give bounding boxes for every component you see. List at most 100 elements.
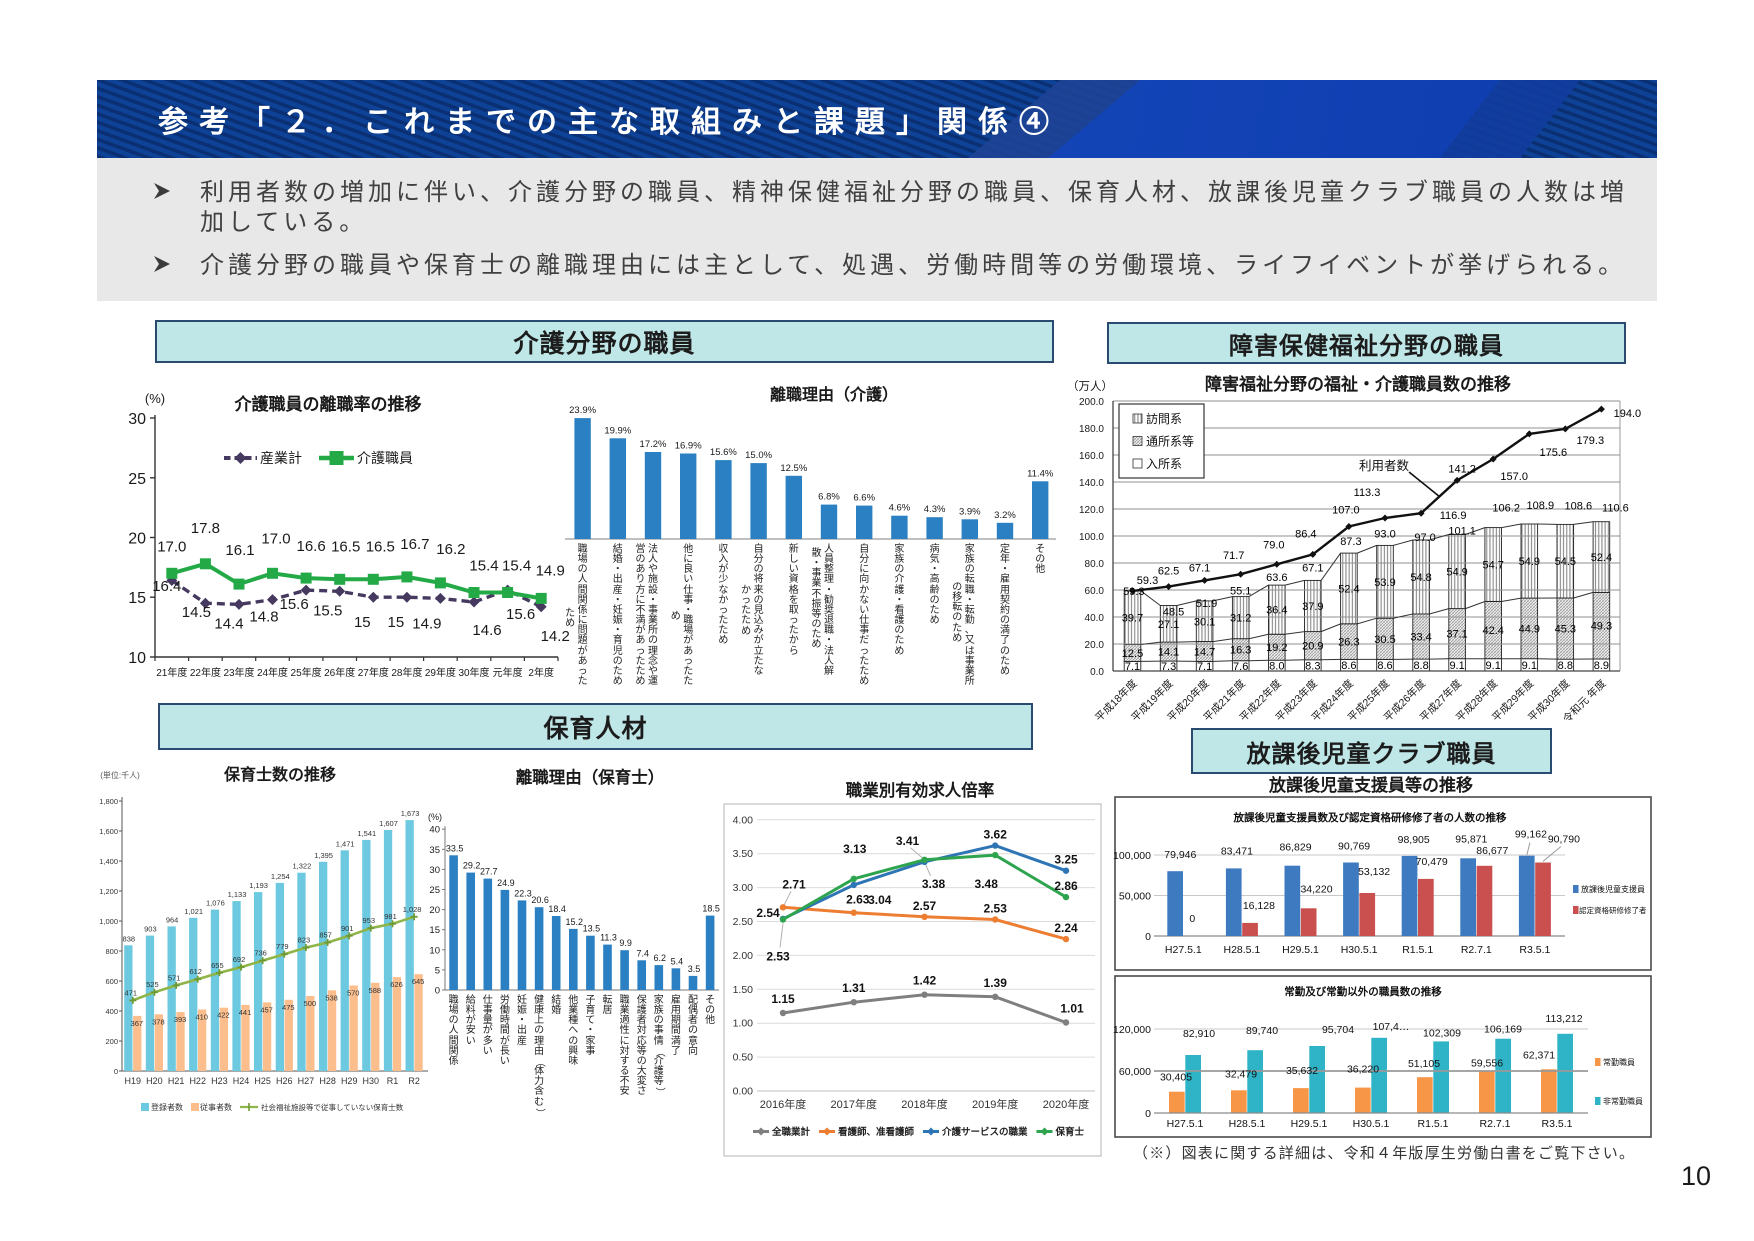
svg-text:9.1: 9.1 xyxy=(1449,660,1464,672)
svg-text:59.3: 59.3 xyxy=(1123,586,1144,598)
svg-text:1,541: 1,541 xyxy=(357,829,376,838)
svg-text:8.8: 8.8 xyxy=(1558,660,1573,672)
svg-text:H24: H24 xyxy=(233,1076,250,1086)
svg-text:0: 0 xyxy=(1189,913,1195,925)
svg-text:9.1: 9.1 xyxy=(1486,660,1501,672)
svg-text:10: 10 xyxy=(429,945,440,956)
svg-text:15.6: 15.6 xyxy=(506,606,535,623)
svg-text:3.2%: 3.2% xyxy=(994,510,1016,521)
svg-text:28年度: 28年度 xyxy=(391,666,422,679)
svg-text:83,471: 83,471 xyxy=(1221,845,1253,857)
svg-text:100.0: 100.0 xyxy=(1079,532,1104,543)
svg-text:H20: H20 xyxy=(146,1076,163,1086)
svg-text:H27.5.1: H27.5.1 xyxy=(1167,1118,1204,1130)
svg-text:62.5: 62.5 xyxy=(1158,566,1179,578)
svg-text:175.6: 175.6 xyxy=(1540,447,1568,459)
svg-text:H29.5.1: H29.5.1 xyxy=(1291,1118,1328,1130)
svg-text:4.00: 4.00 xyxy=(733,814,754,826)
svg-text:27.7: 27.7 xyxy=(480,867,498,877)
svg-text:15.6%: 15.6% xyxy=(710,447,737,458)
svg-text:15.0%: 15.0% xyxy=(745,450,772,461)
svg-text:(%): (%) xyxy=(428,812,442,822)
svg-text:5: 5 xyxy=(435,965,440,976)
svg-text:H19: H19 xyxy=(125,1076,142,1086)
svg-text:1,133: 1,133 xyxy=(228,890,247,899)
svg-text:953: 953 xyxy=(363,916,376,925)
svg-text:86.4: 86.4 xyxy=(1295,528,1316,540)
svg-text:保育士数の推移: 保育士数の推移 xyxy=(223,765,336,784)
svg-text:36,220: 36,220 xyxy=(1347,1064,1379,1076)
svg-text:194.0: 194.0 xyxy=(1614,408,1642,420)
svg-text:588: 588 xyxy=(369,986,382,995)
svg-text:612: 612 xyxy=(189,967,202,976)
svg-text:1.01: 1.01 xyxy=(1060,1002,1084,1016)
svg-text:17.0: 17.0 xyxy=(157,538,186,555)
svg-text:3.38: 3.38 xyxy=(922,877,946,891)
svg-text:857: 857 xyxy=(319,931,332,940)
svg-text:108.9: 108.9 xyxy=(1527,500,1555,512)
svg-text:87.3: 87.3 xyxy=(1340,536,1361,548)
svg-text:8.6: 8.6 xyxy=(1377,660,1392,672)
svg-text:R1.5.1: R1.5.1 xyxy=(1418,1118,1449,1130)
svg-text:3.5: 3.5 xyxy=(688,964,701,974)
svg-text:86,677: 86,677 xyxy=(1476,845,1508,857)
svg-text:R3.5.1: R3.5.1 xyxy=(1519,944,1550,956)
svg-text:2019年度: 2019年度 xyxy=(972,1097,1018,1111)
svg-text:25: 25 xyxy=(128,471,146,488)
svg-text:113,212: 113,212 xyxy=(1545,1013,1582,1025)
svg-text:54.5: 54.5 xyxy=(1555,556,1576,568)
svg-text:67.1: 67.1 xyxy=(1189,562,1210,574)
svg-text:54.9: 54.9 xyxy=(1446,567,1467,579)
svg-text:7.1: 7.1 xyxy=(1125,661,1140,673)
svg-text:655: 655 xyxy=(211,961,224,970)
svg-text:2.24: 2.24 xyxy=(1054,921,1078,935)
svg-text:31.2: 31.2 xyxy=(1230,613,1251,625)
svg-text:52.4: 52.4 xyxy=(1591,552,1612,564)
svg-text:27.1: 27.1 xyxy=(1158,619,1179,631)
svg-text:89,740: 89,740 xyxy=(1246,1025,1278,1037)
svg-text:51,105: 51,105 xyxy=(1408,1058,1440,1070)
svg-text:538: 538 xyxy=(325,993,338,1002)
svg-text:35: 35 xyxy=(429,845,440,856)
svg-text:457: 457 xyxy=(260,1005,273,1014)
svg-text:16.4: 16.4 xyxy=(152,578,181,595)
svg-text:H27: H27 xyxy=(298,1076,315,1086)
svg-text:93.0: 93.0 xyxy=(1374,528,1395,540)
svg-text:社会福祉施設等で従事していない保育士数: 社会福祉施設等で従事していない保育士数 xyxy=(261,1102,404,1112)
svg-text:1,000: 1,000 xyxy=(99,917,118,926)
svg-text:3.48: 3.48 xyxy=(975,877,999,891)
svg-text:4.6%: 4.6% xyxy=(889,503,911,514)
svg-text:2018年度: 2018年度 xyxy=(901,1097,947,1111)
svg-text:79.0: 79.0 xyxy=(1263,539,1284,551)
svg-text:1,076: 1,076 xyxy=(206,899,225,908)
svg-text:60,000: 60,000 xyxy=(1119,1066,1151,1078)
svg-text:37.9: 37.9 xyxy=(1302,601,1323,613)
svg-text:7.1: 7.1 xyxy=(1197,661,1212,673)
svg-text:471: 471 xyxy=(125,988,138,997)
svg-text:16.5: 16.5 xyxy=(331,538,360,555)
svg-text:1.31: 1.31 xyxy=(842,981,866,995)
svg-text:99,162: 99,162 xyxy=(1515,829,1547,841)
svg-text:24.9: 24.9 xyxy=(497,878,515,888)
svg-text:1,254: 1,254 xyxy=(271,872,290,881)
svg-text:626: 626 xyxy=(390,980,403,989)
svg-text:422: 422 xyxy=(217,1011,230,1020)
svg-text:12.5: 12.5 xyxy=(1122,648,1143,660)
svg-text:1.00: 1.00 xyxy=(733,1018,754,1030)
svg-text:登録者数: 登録者数 xyxy=(151,1102,183,1112)
svg-text:通所系等: 通所系等 xyxy=(1146,435,1194,449)
svg-text:R3.5.1: R3.5.1 xyxy=(1542,1118,1573,1130)
svg-text:利用者数: 利用者数 xyxy=(1359,458,1410,473)
svg-text:55.1: 55.1 xyxy=(1230,586,1251,598)
svg-text:18.5: 18.5 xyxy=(702,904,720,914)
svg-text:54.7: 54.7 xyxy=(1482,560,1503,572)
svg-text:H29.5.1: H29.5.1 xyxy=(1282,944,1319,956)
svg-text:14.7: 14.7 xyxy=(1194,647,1215,659)
svg-text:60.0: 60.0 xyxy=(1085,586,1105,597)
svg-text:779: 779 xyxy=(276,942,289,951)
svg-text:378: 378 xyxy=(152,1017,165,1026)
svg-text:79,946: 79,946 xyxy=(1164,849,1196,861)
svg-text:44.9: 44.9 xyxy=(1519,623,1540,635)
svg-text:15.2: 15.2 xyxy=(566,917,584,927)
svg-text:3.13: 3.13 xyxy=(843,842,867,856)
